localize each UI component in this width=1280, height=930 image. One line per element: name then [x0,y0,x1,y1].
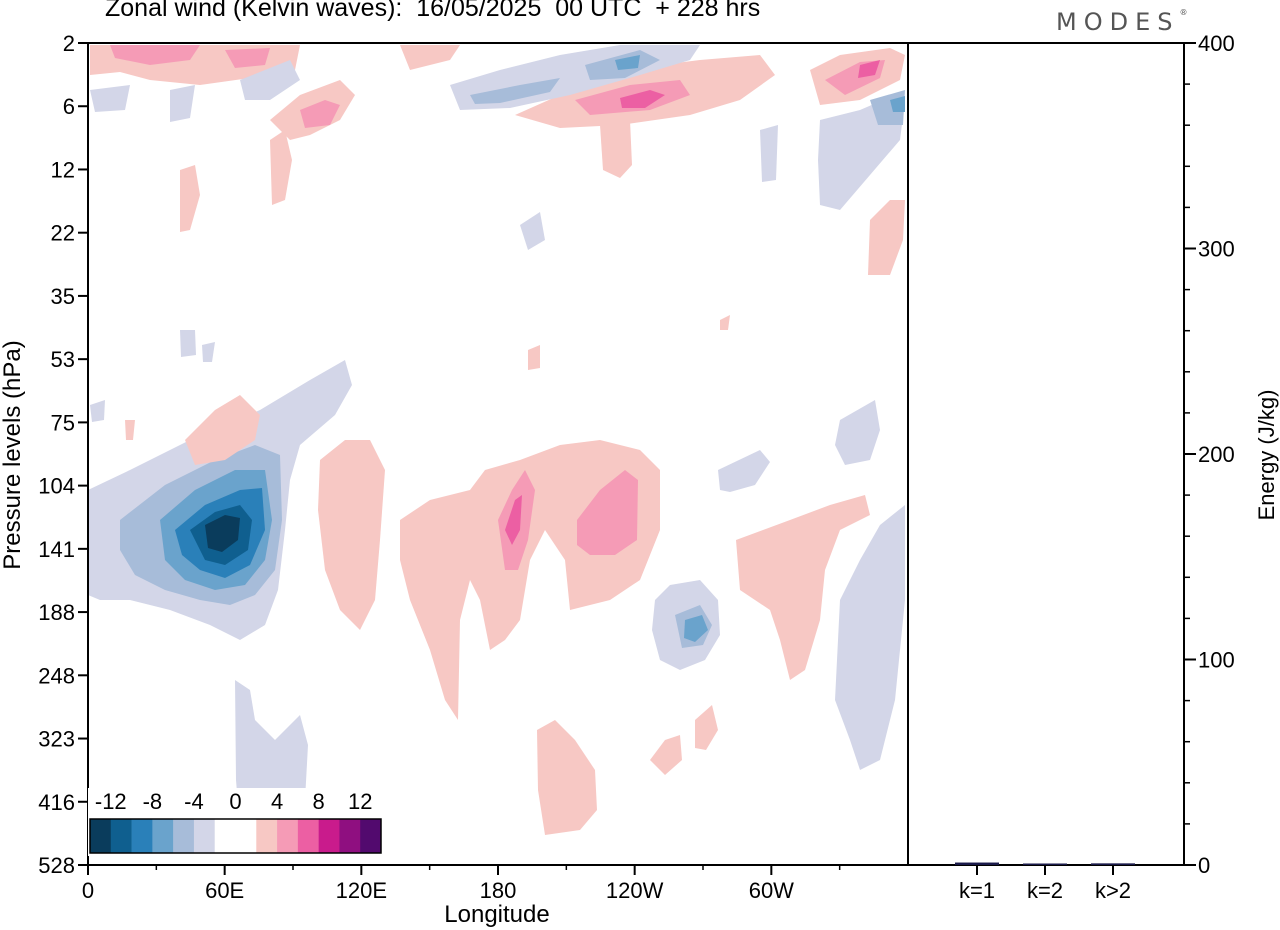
y-tick-label: 53 [51,347,75,372]
energy-bar [1023,863,1067,865]
x-tick-label: 60E [205,878,244,903]
x-tick-label: 60W [749,878,794,903]
y-tick-label: 323 [38,727,75,752]
energy-bars: k=1 k=2 k>2 [955,862,1135,903]
colorbar-swatch [173,819,195,853]
contour-field [88,45,905,845]
colorbar-swatch [131,819,153,853]
energy-tick-label: 400 [1198,31,1235,56]
energy-tick-label: 200 [1198,442,1235,467]
y-tick-label: 35 [51,284,75,309]
colorbar-label: -12 [95,789,127,814]
colorbar-label: 12 [348,789,372,814]
y-tick-label: 188 [38,600,75,625]
brand-logo: MODES® [1056,8,1188,36]
colorbar-label: 8 [313,789,325,814]
energy-category-label: k=1 [959,878,995,903]
colorbar-swatch [110,819,132,853]
x-tick-label: 120W [606,878,664,903]
energy-tick-label: 0 [1198,853,1210,878]
y-axis: 2 6 12 22 35 53 75 104 141 188 248 323 416 528 [38,31,88,878]
y-tick-label: 2 [63,31,75,56]
colorbar-label: 4 [271,789,283,814]
colorbar-label: -8 [143,789,163,814]
x-tick-label: 0 [82,878,94,903]
colorbar-swatch [360,819,382,853]
y-tick-label: 75 [51,410,75,435]
energy-plot-frame [907,42,1185,866]
colorbar-label: -4 [184,789,204,814]
y-tick-label: 248 [38,663,75,688]
colorbar-swatch [193,819,216,853]
colorbar-swatch [214,819,236,853]
colorbar-swatch [152,819,174,853]
x-axis-label: Longitude [444,901,549,928]
colorbar-swatch [277,819,299,853]
x-axis: 0 60E 120E 180 120W 60W [82,865,841,903]
x-tick-label: 180 [480,878,517,903]
colorbar-swatch [256,819,278,853]
y-tick-label: 528 [38,853,75,878]
energy-category-label: k>2 [1095,878,1131,903]
y-tick-label: 22 [51,221,75,246]
energy-category-label: k=2 [1027,878,1063,903]
colorbar-swatch [318,819,340,853]
energy-tick-label: 300 [1198,237,1235,262]
energy-bar [955,862,999,865]
colorbar: -12 -8 -4 0 4 8 12 [88,788,383,856]
chart-title: Zonal wind (Kelvin waves): 16/05/2025 00… [105,0,761,22]
y-axis-label: Pressure levels (hPa) [0,340,26,569]
colorbar-swatch [339,819,361,853]
y-tick-label: 6 [63,94,75,119]
colorbar-swatch [235,819,257,853]
energy-axis-label: Energy (J/kg) [1254,390,1279,521]
y-tick-label: 12 [51,157,75,182]
colorbar-swatch [90,819,112,853]
energy-axis: 0 100 200 300 400 [1184,31,1235,878]
y-tick-label: 104 [38,474,75,499]
energy-tick-label: 100 [1198,648,1235,673]
y-tick-label: 141 [38,537,75,562]
brand-text: MODES [1056,8,1180,36]
colorbar-border [89,818,382,854]
y-tick-label: 416 [38,790,75,815]
colorbar-label: 0 [229,789,241,814]
colorbar-swatch [297,819,319,853]
x-tick-label: 120E [336,878,387,903]
energy-bar [1091,863,1135,865]
